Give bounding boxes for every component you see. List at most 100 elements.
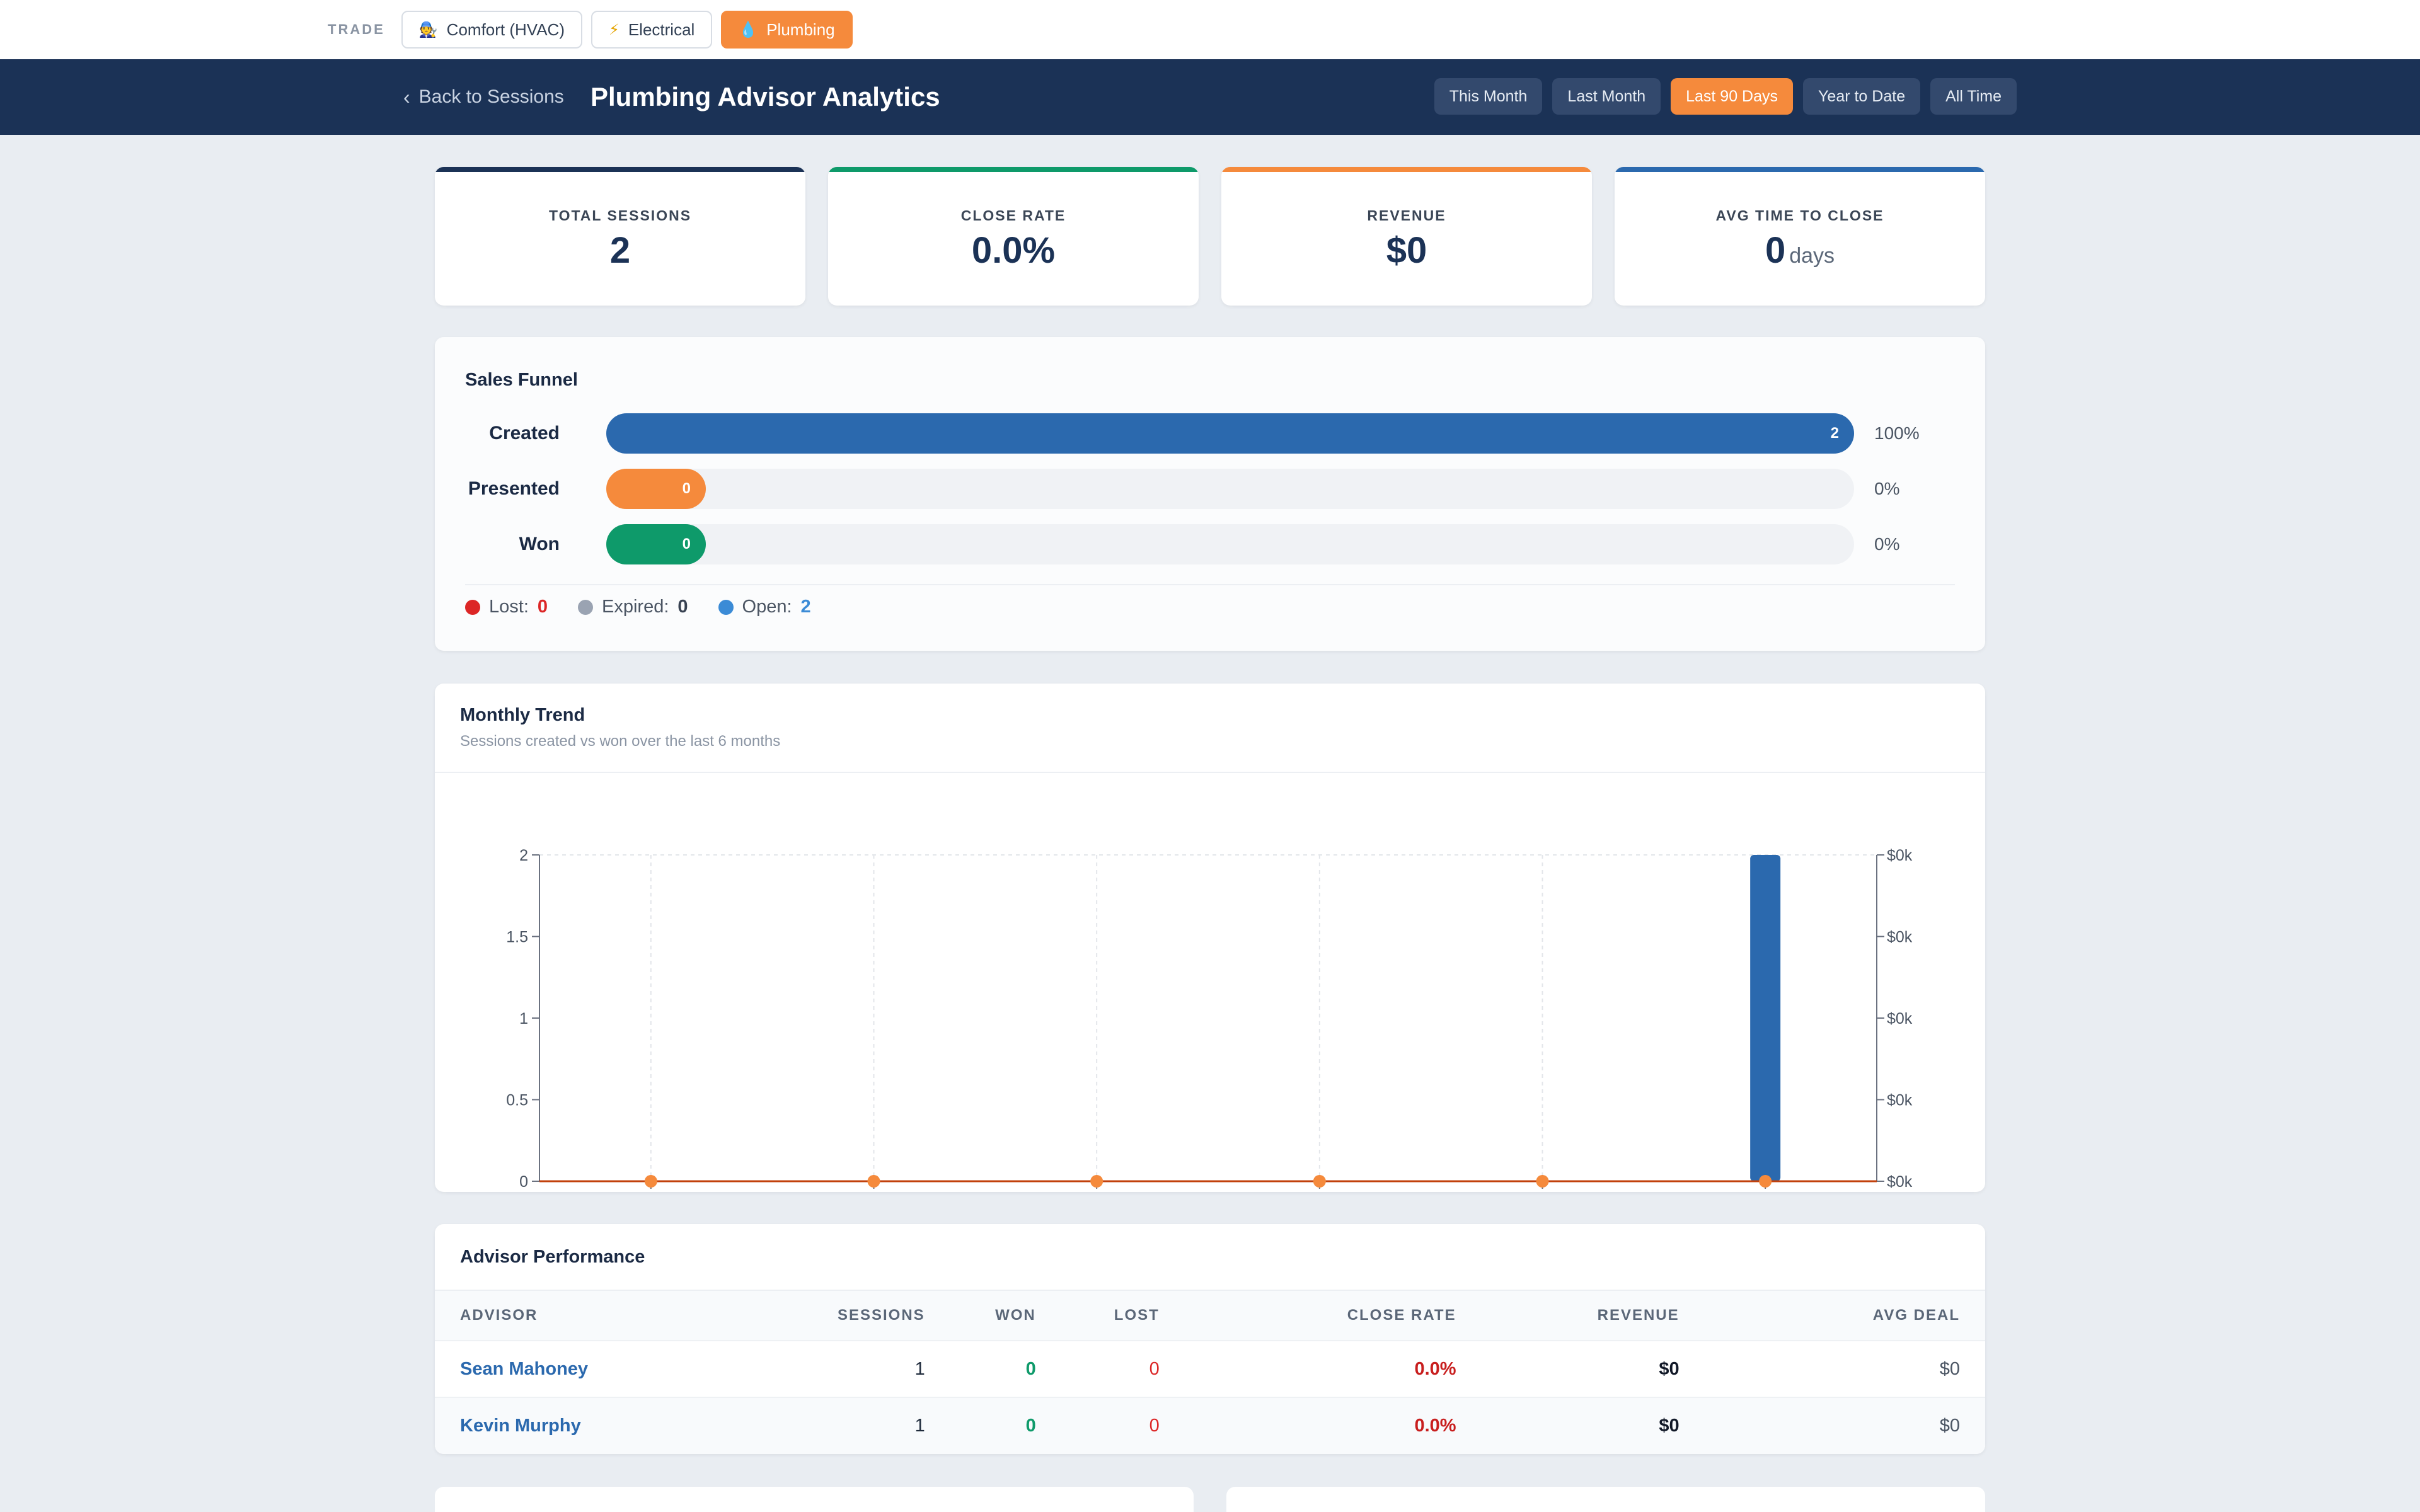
advisor-table: ADVISOR SESSIONS WON LOST CLOSE RATE REV… <box>435 1290 1985 1454</box>
cell-avg-deal: $0 <box>1679 1397 1985 1454</box>
y-tick-label: 0 <box>519 1173 528 1191</box>
range-all-time-button[interactable]: All Time <box>1930 78 2017 115</box>
date-range-selector: This Month Last Month Last 90 Days Year … <box>1434 78 2017 115</box>
trend-subtitle: Sessions created vs won over the last 6 … <box>460 733 781 750</box>
trade-button-plumbing[interactable]: 💧 Plumbing <box>721 11 853 49</box>
funnel-track: 2 <box>606 413 1854 454</box>
kpi-accent-bar <box>1221 167 1592 172</box>
column-header-sessions[interactable]: SESSIONS <box>687 1290 925 1341</box>
table-header-row: ADVISOR SESSIONS WON LOST CLOSE RATE REV… <box>435 1290 1985 1341</box>
legend-dot-blue <box>718 599 734 615</box>
funnel-legend: Lost: 0 Expired: 0 Open: 2 <box>465 597 811 617</box>
page-title: Plumbing Advisor Analytics <box>591 82 940 112</box>
trade-button-label: Plumbing <box>766 20 835 39</box>
back-link-label: Back to Sessions <box>418 86 564 107</box>
won-point <box>1090 1175 1103 1188</box>
kpi-label: AVG TIME TO CLOSE <box>1715 207 1884 224</box>
x-tick-label: Apr 26 <box>1519 1191 1566 1192</box>
cell-lost: 0 <box>1035 1397 1160 1454</box>
cell-won: 0 <box>925 1397 1036 1454</box>
y-tick-label: 2 <box>519 847 528 864</box>
won-point <box>1759 1175 1772 1188</box>
y-right-tick-label: $0k <box>1887 1092 1913 1109</box>
column-header-revenue[interactable]: REVENUE <box>1456 1290 1680 1341</box>
x-tick-label: Jan 26 <box>850 1191 897 1192</box>
x-tick-label: Feb 26 <box>1072 1191 1121 1192</box>
x-tick-label: Mar 26 <box>1295 1191 1344 1192</box>
advisor-name-link[interactable]: Kevin Murphy <box>435 1397 687 1454</box>
column-header-won[interactable]: WON <box>925 1290 1036 1341</box>
monthly-trend-card: Monthly Trend Sessions created vs won ov… <box>435 684 1985 1192</box>
technician-icon: 🧑‍🔧 <box>418 21 438 38</box>
kpi-unit: days <box>1789 244 1835 268</box>
y-right-tick-label: $0k <box>1887 929 1913 946</box>
won-point <box>867 1175 880 1188</box>
funnel-count: 0 <box>682 480 691 497</box>
page-header: ‹ Back to Sessions Plumbing Advisor Anal… <box>0 59 2420 135</box>
column-header-avg-deal[interactable]: AVG DEAL <box>1679 1290 1985 1341</box>
funnel-row-label: Created <box>489 423 560 444</box>
chevron-left-icon: ‹ <box>403 85 410 108</box>
kpi-accent-bar <box>828 167 1199 172</box>
trade-button-label: Electrical <box>628 20 695 39</box>
y-right-tick-label: $0k <box>1887 847 1913 864</box>
kpi-avg-time-to-close: AVG TIME TO CLOSE 0 days <box>1615 167 1985 306</box>
funnel-percent: 0% <box>1874 479 1900 498</box>
column-header-lost[interactable]: LOST <box>1035 1290 1160 1341</box>
cell-lost: 0 <box>1035 1340 1160 1397</box>
column-header-advisor[interactable]: ADVISOR <box>435 1290 687 1341</box>
x-tick-label: May 26 <box>1739 1191 1791 1192</box>
trade-bar: TRADE 🧑‍🔧 Comfort (HVAC) ⚡ Electrical 💧 … <box>0 0 2420 59</box>
kpi-label: REVENUE <box>1367 207 1446 224</box>
legend-value: 0 <box>677 597 688 617</box>
cell-close-rate: 0.0% <box>1159 1397 1456 1454</box>
funnel-fill: 0 <box>606 524 706 564</box>
range-this-month-button[interactable]: This Month <box>1434 78 1543 115</box>
advisor-performance-card: Advisor Performance ADVISOR SESSIONS WON… <box>435 1224 1985 1454</box>
funnel-track: 0 <box>606 524 1854 564</box>
water-drop-icon: 💧 <box>739 21 758 38</box>
advisor-name-link[interactable]: Sean Mahoney <box>435 1340 687 1397</box>
legend-value: 2 <box>800 597 811 617</box>
legend-label: Expired: <box>602 597 669 617</box>
funnel-row-won: Won 0 0% <box>435 524 1985 564</box>
back-to-sessions-link[interactable]: ‹ Back to Sessions <box>403 59 564 135</box>
kpi-close-rate: CLOSE RATE 0.0% <box>828 167 1199 306</box>
funnel-percent: 100% <box>1874 423 1920 443</box>
kpi-accent-bar <box>435 167 805 172</box>
trade-label: TRADE <box>328 21 385 37</box>
legend-lost: Lost: 0 <box>465 597 548 617</box>
kpi-value: 0.0% <box>971 230 1056 271</box>
trend-header-divider <box>435 772 1985 773</box>
range-last-90-days-button[interactable]: Last 90 Days <box>1671 78 1794 115</box>
legend-dot-red <box>465 599 480 615</box>
sales-funnel-card: Sales Funnel Created 2 100% Presented 0 … <box>435 337 1985 651</box>
kpi-total-sessions: TOTAL SESSIONS 2 <box>435 167 805 306</box>
cell-avg-deal: $0 <box>1679 1340 1985 1397</box>
column-header-close-rate[interactable]: CLOSE RATE <box>1159 1290 1456 1341</box>
y-tick-label: 1.5 <box>506 929 528 946</box>
lightning-icon: ⚡ <box>608 21 619 38</box>
kpi-label: TOTAL SESSIONS <box>548 207 692 224</box>
kpi-value: $0 <box>1386 230 1427 271</box>
range-year-to-date-button[interactable]: Year to Date <box>1803 78 1921 115</box>
y-right-tick-label: $0k <box>1887 1010 1913 1028</box>
range-last-month-button[interactable]: Last Month <box>1552 78 1661 115</box>
legend-label: Open: <box>742 597 792 617</box>
kpi-row: TOTAL SESSIONS 2 CLOSE RATE 0.0% REVENUE… <box>435 167 1985 306</box>
kpi-value: 2 <box>609 230 631 271</box>
x-tick-label: Dec 25 <box>626 1191 676 1192</box>
trade-button-electrical[interactable]: ⚡ Electrical <box>591 11 713 49</box>
trade-button-hvac[interactable]: 🧑‍🔧 Comfort (HVAC) <box>401 11 582 49</box>
cell-sessions: 1 <box>687 1397 925 1454</box>
funnel-fill: 0 <box>606 469 706 509</box>
kpi-label: CLOSE RATE <box>960 207 1066 224</box>
won-point <box>1536 1175 1549 1188</box>
y-tick-label: 1 <box>519 1010 528 1028</box>
funnel-row-label: Presented <box>468 478 560 499</box>
funnel-divider <box>465 584 1955 585</box>
bar <box>1750 855 1781 1181</box>
bottom-card-left <box>435 1487 1194 1512</box>
table-row: Kevin Murphy 1 0 0 0.0% $0 $0 <box>435 1397 1985 1454</box>
legend-open: Open: 2 <box>718 597 811 617</box>
